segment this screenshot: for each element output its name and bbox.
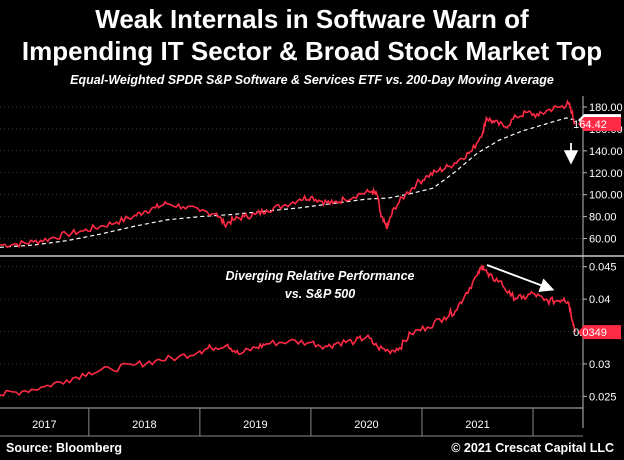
top-tick-label: 180.00: [589, 102, 623, 114]
bottom-tick-label: 0.045: [589, 262, 617, 274]
x-tick-label: 2017: [32, 419, 56, 431]
x-tick-label: 2018: [132, 419, 156, 431]
grid: [0, 106, 583, 397]
x-axis: 2017 2018 2019 2020 2021: [0, 408, 583, 437]
chart-frame: [0, 96, 624, 428]
top-tick-label: 80.00: [589, 212, 617, 224]
bottom-tick-label: 0.04: [589, 294, 610, 306]
price-series-line: [0, 99, 576, 249]
top-tick-label: 120.00: [589, 168, 623, 180]
x-tick-label: 2021: [465, 419, 489, 431]
relative-performance-line: [0, 264, 576, 397]
moving-average-line: [0, 117, 576, 248]
bottom-tick-label: 0.03: [589, 359, 610, 371]
annotation-line-1: Diverging Relative Performance: [226, 269, 415, 283]
top-tick-label: 100.00: [589, 190, 623, 202]
bottom-tick-label: 0.025: [589, 391, 617, 403]
chart-title-line-2: Impending IT Sector & Broad Stock Market…: [21, 36, 603, 66]
top-tick-label: 60.00: [589, 234, 617, 246]
copyright-note: © 2021 Crescat Capital LLC: [451, 441, 614, 455]
chart-title-line-1: Weak Internals in Software Warn of: [95, 4, 529, 34]
x-tick-label: 2019: [243, 419, 267, 431]
top-tick-label: 140.00: [589, 146, 623, 158]
last-price-badge: 164.42: [573, 117, 621, 132]
chart-subtitle: Equal-Weighted SPDR S&P Software & Servi…: [70, 73, 554, 87]
divergence-arrow: [486, 264, 555, 292]
x-tick-label: 2020: [354, 419, 378, 431]
last-relative-label: 0.0349: [573, 327, 607, 339]
last-price-label: 164.42: [573, 119, 607, 131]
source-note: Source: Bloomberg: [6, 441, 122, 455]
annotation-line-2: vs. S&P 500: [285, 287, 355, 301]
last-relative-badge: 0.0349: [573, 325, 621, 339]
